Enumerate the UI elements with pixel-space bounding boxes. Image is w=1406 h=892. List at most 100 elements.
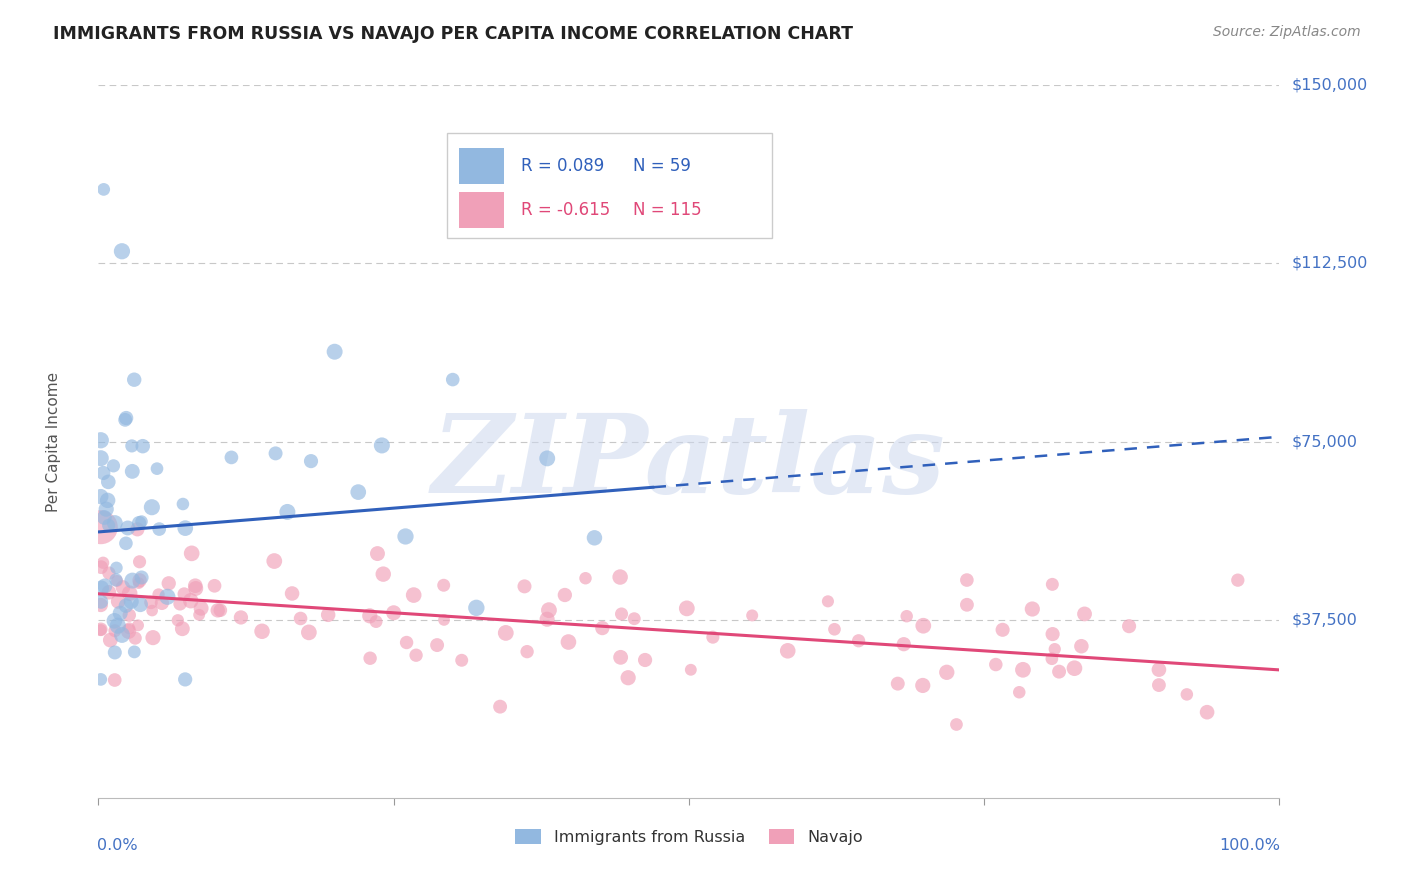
Point <box>991 623 1014 637</box>
Point <box>188 607 211 622</box>
Point <box>817 594 839 608</box>
Point <box>93 510 115 524</box>
Text: R = -0.615: R = -0.615 <box>522 202 610 219</box>
Point <box>97 585 120 599</box>
Point <box>174 521 197 535</box>
Point <box>1047 665 1070 679</box>
Point <box>150 596 173 610</box>
Text: $150,000: $150,000 <box>1291 78 1368 92</box>
Point <box>299 454 322 468</box>
Point <box>382 606 405 620</box>
Point <box>1226 573 1249 587</box>
Point <box>184 579 207 593</box>
Point <box>111 628 134 642</box>
Point <box>679 663 702 677</box>
Point <box>1197 705 1219 719</box>
Point <box>450 653 472 667</box>
Point <box>896 609 918 624</box>
Point <box>1147 663 1170 677</box>
Point <box>122 373 145 387</box>
Point <box>96 502 118 516</box>
Point <box>1175 687 1198 701</box>
Point <box>702 630 724 644</box>
Point <box>90 598 112 612</box>
Point <box>513 579 536 593</box>
Point <box>128 555 150 569</box>
Point <box>316 607 339 622</box>
Point <box>1073 607 1095 621</box>
Text: 100.0%: 100.0% <box>1219 838 1281 853</box>
Point <box>104 624 127 638</box>
Point <box>139 595 162 609</box>
Point <box>675 601 697 615</box>
Point <box>142 631 165 645</box>
FancyBboxPatch shape <box>458 148 503 184</box>
Point <box>209 603 232 617</box>
Point <box>128 576 150 591</box>
Point <box>108 606 131 620</box>
Point <box>105 574 128 588</box>
Point <box>433 613 456 627</box>
Point <box>1063 661 1085 675</box>
Point <box>207 603 229 617</box>
Point <box>557 635 579 649</box>
Text: ZIPatlas: ZIPatlas <box>432 409 946 516</box>
Point <box>395 635 418 649</box>
Point <box>516 645 538 659</box>
Point <box>90 434 112 448</box>
Point <box>172 497 194 511</box>
Point <box>250 624 273 639</box>
Point <box>94 579 117 593</box>
Point <box>124 645 146 659</box>
Point <box>912 618 935 632</box>
Point <box>156 590 179 604</box>
Point <box>1012 663 1035 677</box>
Point <box>121 439 143 453</box>
Point <box>104 516 127 530</box>
Point <box>609 570 631 584</box>
Point <box>1043 642 1066 657</box>
Point <box>229 610 252 624</box>
Point <box>617 671 640 685</box>
Point <box>1147 678 1170 692</box>
Point <box>776 644 799 658</box>
Point <box>184 582 207 596</box>
Point <box>103 614 125 628</box>
Point <box>190 601 212 615</box>
Point <box>1008 685 1031 699</box>
Point <box>118 608 141 623</box>
Point <box>129 598 152 612</box>
Point <box>157 576 180 591</box>
Point <box>373 567 395 582</box>
Legend: Immigrants from Russia, Navajo: Immigrants from Russia, Navajo <box>509 822 869 851</box>
Point <box>911 678 934 692</box>
Point <box>90 451 112 466</box>
Point <box>114 413 136 427</box>
Point <box>169 597 191 611</box>
Point <box>173 587 195 601</box>
Point <box>371 438 394 452</box>
Point <box>124 631 146 645</box>
Text: N = 59: N = 59 <box>634 157 692 175</box>
Point <box>90 520 112 534</box>
Point <box>281 586 304 600</box>
Point <box>405 648 427 663</box>
Point <box>90 673 112 687</box>
Text: $112,500: $112,500 <box>1291 256 1368 270</box>
Point <box>117 521 139 535</box>
Point <box>634 653 657 667</box>
Point <box>115 411 138 425</box>
Point <box>121 574 143 588</box>
Point <box>495 626 517 640</box>
Point <box>554 588 576 602</box>
Point <box>90 490 112 504</box>
Point <box>132 439 155 453</box>
Point <box>97 566 120 580</box>
Point <box>426 638 449 652</box>
Point <box>893 637 915 651</box>
Point <box>945 717 967 731</box>
Point <box>141 500 163 515</box>
Point <box>1040 651 1063 665</box>
Point <box>90 595 112 609</box>
Point <box>90 622 112 636</box>
